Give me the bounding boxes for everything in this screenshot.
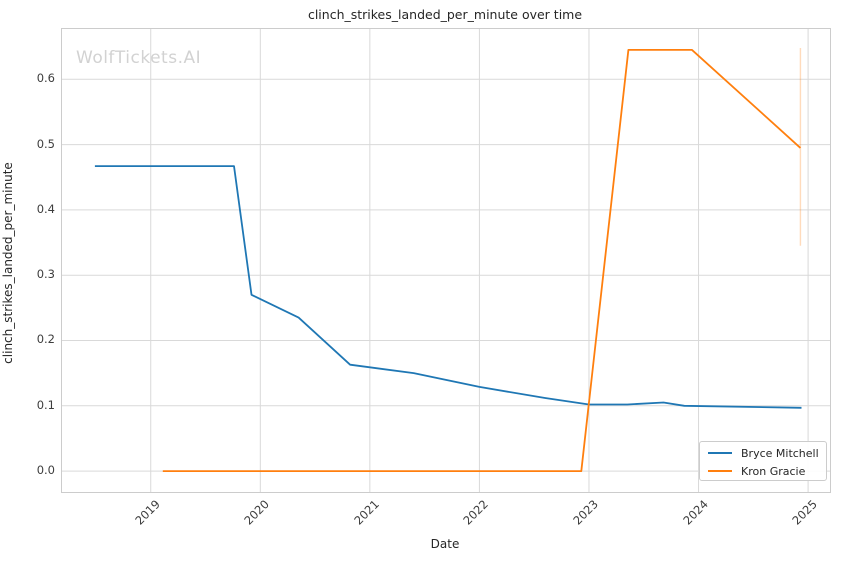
- y-tick-label-0.2: 0.2: [36, 332, 55, 347]
- x-tick-label-2021: 2021: [351, 497, 382, 528]
- legend-line-swatch: [708, 470, 732, 472]
- y-tick-label-0.0: 0.0: [36, 463, 55, 478]
- legend-row-kron-gracie: Kron Gracie: [700, 462, 826, 480]
- y-tick-label-0.4: 0.4: [36, 201, 55, 216]
- y-tick-label-0.5: 0.5: [36, 136, 55, 151]
- y-tick-label-0.6: 0.6: [36, 71, 55, 86]
- watermark: WolfTickets.AI: [76, 48, 202, 68]
- y-axis-label-text: clinch_strikes_landed_per_minute: [1, 162, 15, 364]
- x-tick-label-2023: 2023: [570, 497, 601, 528]
- plot-canvas: [62, 29, 830, 492]
- legend: Bryce Mitchell Kron Gracie: [699, 441, 827, 481]
- x-tick-label-2024: 2024: [679, 497, 711, 528]
- y-tick-label-0.1: 0.1: [36, 397, 55, 412]
- y-tick-label-0.3: 0.3: [36, 267, 55, 282]
- plot-area: WolfTickets.AI Bryce Mitchell Kron Gracie: [61, 28, 831, 493]
- x-tick-label-2022: 2022: [460, 497, 492, 528]
- series-line-bryce-mitchell: [94, 165, 802, 409]
- legend-label: Kron Gracie: [741, 464, 806, 478]
- series-line-kron-gracie: [162, 48, 802, 473]
- x-tick-label-2020: 2020: [241, 497, 273, 528]
- x-axis-label: Date: [430, 537, 460, 551]
- legend-row-bryce-mitchell: Bryce Mitchell: [700, 444, 826, 462]
- legend-label: Bryce Mitchell: [741, 446, 819, 460]
- x-tick-label-2025: 2025: [789, 497, 820, 528]
- x-tick-label-2019: 2019: [132, 497, 163, 528]
- legend-line-swatch: [708, 452, 732, 454]
- chart-title: clinch_strikes_landed_per_minute over ti…: [307, 7, 583, 22]
